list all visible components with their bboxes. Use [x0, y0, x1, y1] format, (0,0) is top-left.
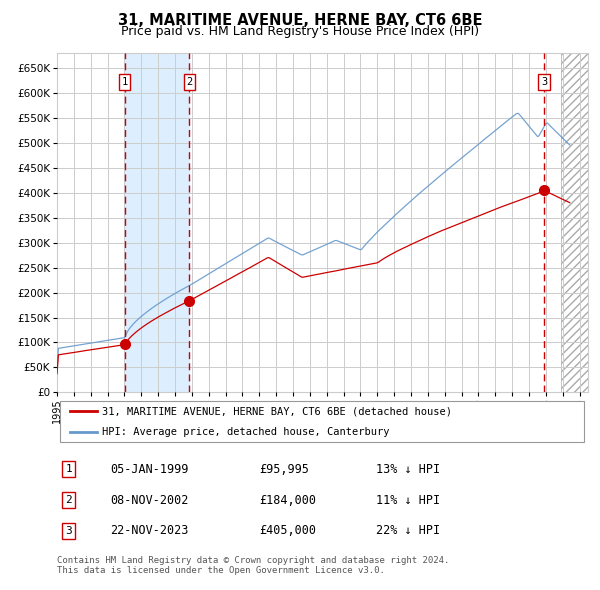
Bar	[561, 53, 588, 392]
Text: 11% ↓ HPI: 11% ↓ HPI	[376, 493, 440, 507]
Text: 31, MARITIME AVENUE, HERNE BAY, CT6 6BE (detached house): 31, MARITIME AVENUE, HERNE BAY, CT6 6BE …	[102, 407, 452, 417]
Text: 3: 3	[541, 77, 547, 87]
Text: 2: 2	[65, 495, 72, 505]
Text: 13% ↓ HPI: 13% ↓ HPI	[376, 463, 440, 476]
FancyBboxPatch shape	[59, 401, 584, 442]
Text: £184,000: £184,000	[259, 493, 316, 507]
Text: Price paid vs. HM Land Registry's House Price Index (HPI): Price paid vs. HM Land Registry's House …	[121, 25, 479, 38]
Text: £405,000: £405,000	[259, 525, 316, 537]
Text: HPI: Average price, detached house, Canterbury: HPI: Average price, detached house, Cant…	[102, 427, 389, 437]
Text: 08-NOV-2002: 08-NOV-2002	[110, 493, 188, 507]
Text: 3: 3	[65, 526, 72, 536]
Text: 22-NOV-2023: 22-NOV-2023	[110, 525, 188, 537]
Text: 1: 1	[122, 77, 128, 87]
Text: 2: 2	[186, 77, 193, 87]
Text: 22% ↓ HPI: 22% ↓ HPI	[376, 525, 440, 537]
Text: 31, MARITIME AVENUE, HERNE BAY, CT6 6BE: 31, MARITIME AVENUE, HERNE BAY, CT6 6BE	[118, 13, 482, 28]
Text: £95,995: £95,995	[259, 463, 308, 476]
Bar	[125, 53, 190, 392]
Text: 05-JAN-1999: 05-JAN-1999	[110, 463, 188, 476]
Text: 1: 1	[65, 464, 72, 474]
Text: Contains HM Land Registry data © Crown copyright and database right 2024.
This d: Contains HM Land Registry data © Crown c…	[57, 556, 449, 575]
